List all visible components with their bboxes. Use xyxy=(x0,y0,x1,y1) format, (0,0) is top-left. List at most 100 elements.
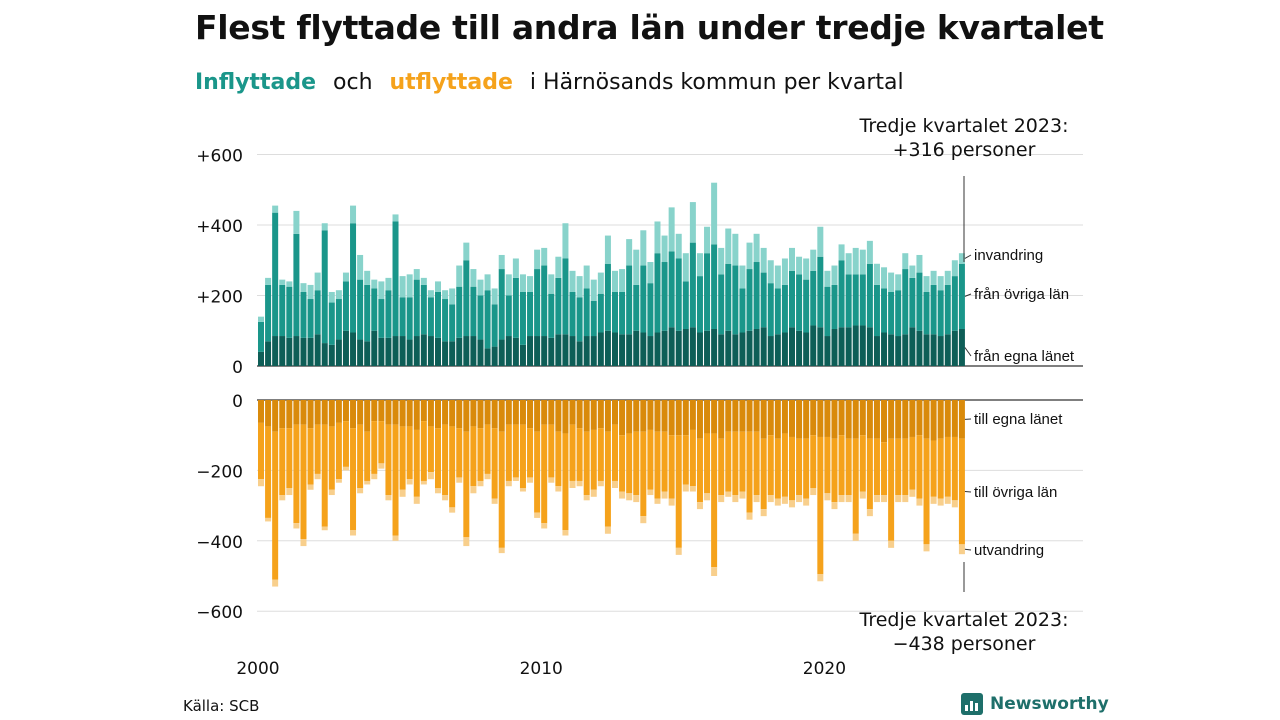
bar-inflow-segment xyxy=(420,277,427,285)
bar-inflow-segment xyxy=(335,299,342,340)
bar-outflow-segment xyxy=(781,400,788,434)
bar-inflow-segment xyxy=(442,341,449,366)
bar-inflow-segment xyxy=(604,263,611,331)
bar-inflow-segment xyxy=(767,260,774,284)
bar-inflow-segment xyxy=(944,284,951,335)
bar-inflow-segment xyxy=(449,341,456,366)
bar-outflow-segment xyxy=(385,400,392,425)
bar-outflow-segment xyxy=(512,400,519,425)
bar-inflow-segment xyxy=(385,277,392,291)
bar-inflow-segment xyxy=(824,336,831,366)
bar-inflow-segment xyxy=(640,332,647,366)
bar-outflow-segment xyxy=(583,495,590,501)
bar-inflow-segment xyxy=(845,274,852,328)
bar-inflow-segment xyxy=(597,332,604,366)
bar-inflow-segment xyxy=(265,277,272,285)
bar-inflow-segment xyxy=(916,272,923,331)
bar-inflow-segment xyxy=(378,337,385,366)
bar-outflow-segment xyxy=(541,400,548,425)
bar-outflow-segment xyxy=(548,424,555,478)
bar-inflow-segment xyxy=(590,336,597,366)
bar-outflow-segment xyxy=(427,400,434,427)
bar-outflow-segment xyxy=(711,567,718,576)
bar-inflow-segment xyxy=(866,240,873,264)
bar-inflow-segment xyxy=(817,256,824,328)
bar-inflow-segment xyxy=(831,328,838,366)
series-label-inflow: invandring xyxy=(974,247,1043,264)
bar-outflow-segment xyxy=(895,438,902,496)
bar-inflow-segment xyxy=(753,262,760,329)
bar-inflow-segment xyxy=(335,290,342,300)
bar-inflow-segment xyxy=(420,334,427,366)
series-label-leader xyxy=(964,548,972,551)
bar-outflow-segment xyxy=(958,400,965,439)
bar-inflow-segment xyxy=(895,274,902,291)
bar-inflow-segment xyxy=(796,330,803,366)
bar-inflow-segment xyxy=(413,336,420,366)
bar-outflow-segment xyxy=(732,431,739,496)
bar-inflow-segment xyxy=(909,265,916,278)
bar-inflow-segment xyxy=(930,270,937,285)
bar-inflow-segment xyxy=(930,334,937,366)
bar-inflow-segment xyxy=(569,291,576,337)
bar-inflow-segment xyxy=(406,274,413,298)
bar-outflow-segment xyxy=(357,400,364,425)
bar-inflow-segment xyxy=(689,202,696,243)
bar-outflow-segment xyxy=(392,424,399,536)
bar-inflow-segment xyxy=(491,304,498,347)
subtitle-outflow-label: utflyttade xyxy=(389,70,513,95)
bar-inflow-segment xyxy=(328,302,335,345)
bar-inflow-segment xyxy=(286,337,293,366)
bar-inflow-segment xyxy=(739,332,746,366)
bar-inflow-segment xyxy=(371,279,378,289)
bar-inflow-segment xyxy=(470,336,477,366)
bar-outflow-segment xyxy=(633,431,640,496)
bar-outflow-segment xyxy=(406,479,413,485)
bar-outflow-segment xyxy=(753,400,760,432)
bar-inflow-segment xyxy=(420,284,427,335)
bar-outflow-segment xyxy=(675,547,682,555)
bar-outflow-segment xyxy=(364,400,371,432)
bar-outflow-segment xyxy=(541,523,548,529)
bar-inflow-segment xyxy=(498,339,505,366)
bar-inflow-segment xyxy=(711,182,718,245)
bar-inflow-segment xyxy=(796,256,803,275)
bar-outflow-segment xyxy=(328,426,335,490)
bar-outflow-segment xyxy=(725,491,732,497)
bar-outflow-segment xyxy=(859,491,866,499)
bar-outflow-segment xyxy=(399,400,406,427)
bar-outflow-segment xyxy=(633,400,640,432)
bar-outflow-segment xyxy=(760,438,767,510)
bar-outflow-segment xyxy=(328,400,335,427)
bar-inflow-segment xyxy=(604,330,611,366)
bar-inflow-segment xyxy=(774,265,781,289)
bar-outflow-segment xyxy=(385,424,392,496)
bar-outflow-segment xyxy=(477,428,484,481)
bar-outflow-segment xyxy=(888,400,895,439)
series-label-leader xyxy=(964,254,972,259)
bar-inflow-segment xyxy=(562,258,569,335)
bar-inflow-segment xyxy=(909,277,916,328)
bar-outflow-segment xyxy=(619,400,626,436)
bar-outflow-segment xyxy=(881,442,888,496)
bar-inflow-segment xyxy=(781,284,788,333)
bar-inflow-segment xyxy=(689,242,696,328)
bar-outflow-segment xyxy=(597,480,604,487)
bar-inflow-segment xyxy=(881,267,888,289)
bar-outflow-segment xyxy=(774,498,781,506)
bar-inflow-segment xyxy=(803,258,810,280)
series-label-inflow: från egna länet xyxy=(974,348,1075,365)
bar-outflow-segment xyxy=(612,480,618,488)
bar-outflow-segment xyxy=(852,533,859,541)
bar-outflow-segment xyxy=(909,489,916,497)
bar-outflow-segment xyxy=(612,424,618,481)
bar-inflow-segment xyxy=(923,291,930,335)
bar-outflow-segment xyxy=(512,477,519,481)
bar-inflow-segment xyxy=(944,270,951,285)
bar-inflow-segment xyxy=(449,288,456,305)
bar-outflow-segment xyxy=(406,400,413,427)
bar-outflow-segment xyxy=(619,435,626,492)
bar-inflow-segment xyxy=(498,269,505,340)
bar-inflow-segment xyxy=(512,277,519,338)
bar-inflow-segment xyxy=(392,221,399,337)
